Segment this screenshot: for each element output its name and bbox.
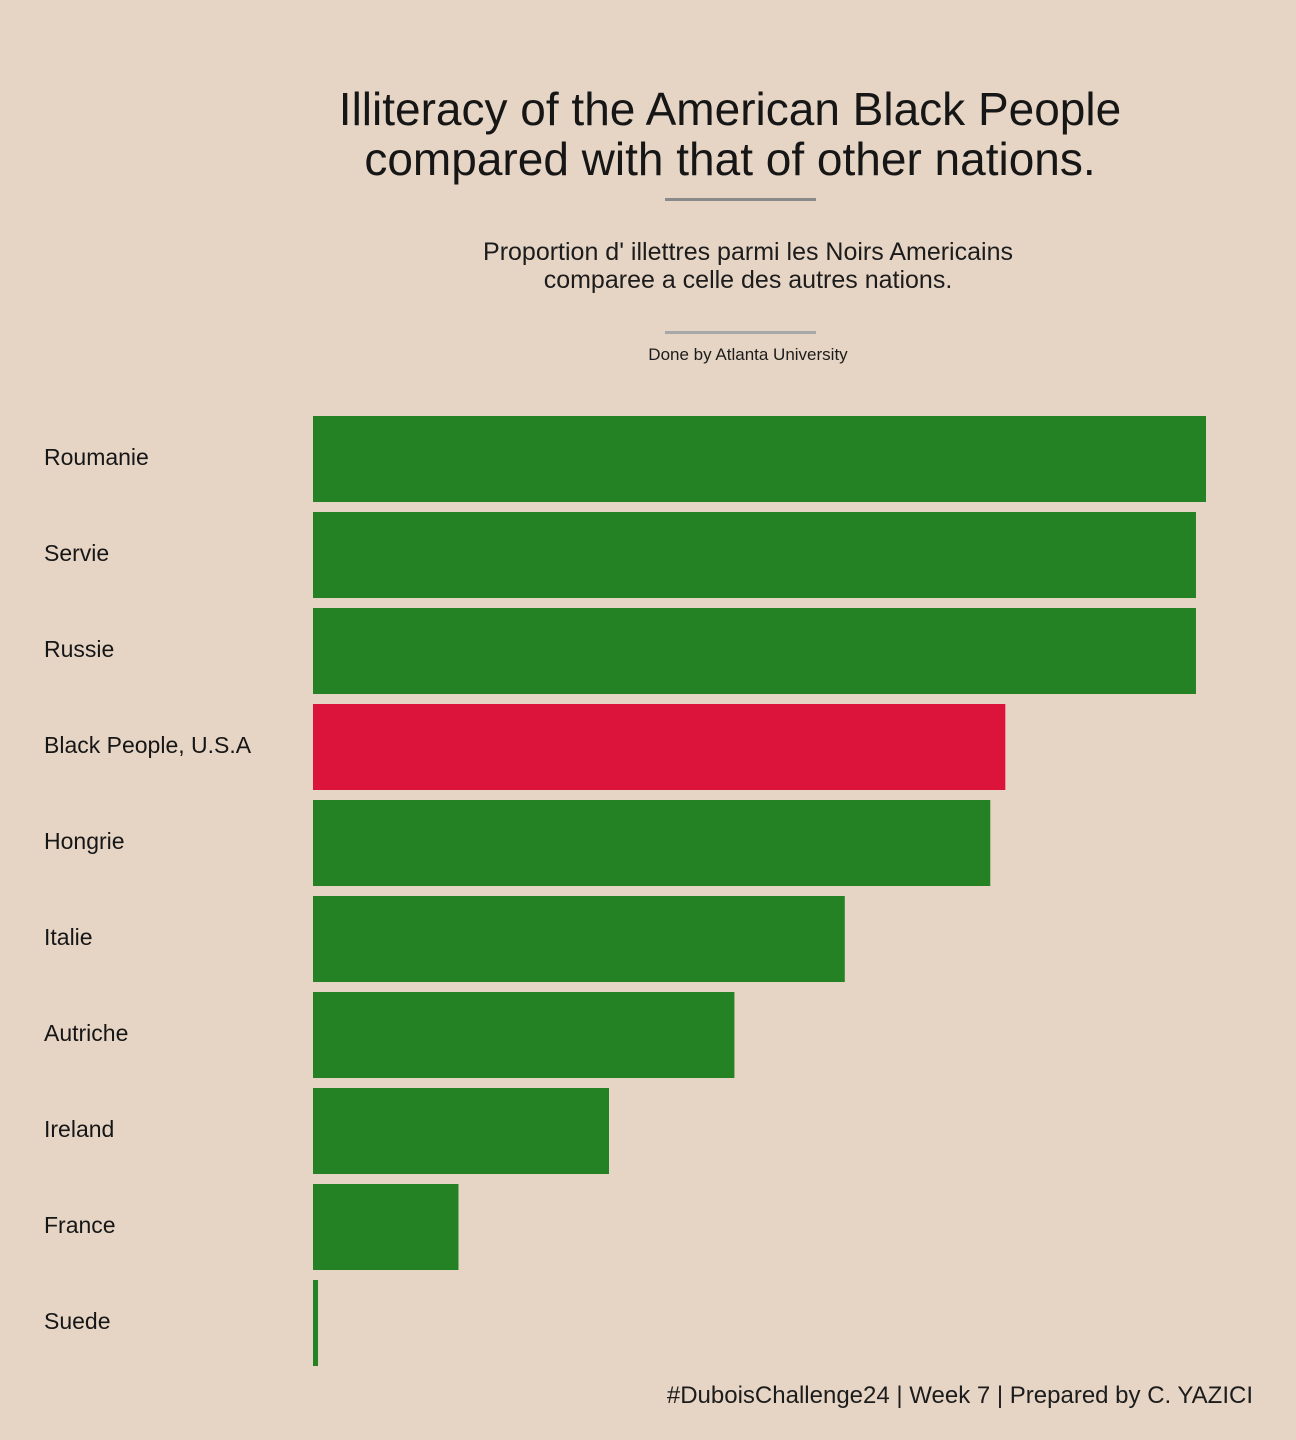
footer-caption: #DuboisChallenge24 | Week 7 | Prepared b… [666,1382,1253,1409]
chart-subtitle-line-2: comparee a celle des autres nations. [543,266,953,294]
category-label: Autriche [44,1020,128,1046]
bar-suede [313,1280,319,1366]
bar-hongrie [313,800,991,886]
bar-russie [313,608,1196,694]
category-label: France [44,1212,116,1238]
category-label: Hongrie [44,828,125,854]
bar-servie [313,512,1196,598]
title-divider [665,198,816,201]
category-label: Italie [44,924,93,950]
category-label: Black People, U.S.A [44,732,252,758]
bar-black-people-u-s-a [313,704,1006,790]
bar-autriche [313,992,735,1078]
category-labels-group: Roumanie Servie Russie Black People, U.S.A H… [44,444,252,1334]
bar-france [313,1184,459,1270]
bar-italie [313,896,845,982]
bar-roumanie [313,416,1206,502]
category-label: Roumanie [44,444,149,470]
bars-group [313,416,1206,1366]
category-label: Russie [44,636,114,662]
chart-credit: Done by Atlanta University [648,345,848,364]
category-label: Suede [44,1308,111,1334]
chart-title-line-2: compared with that of other nations. [364,133,1096,185]
chart-title: Illiteracy of the American Black People … [230,84,1230,184]
category-label: Ireland [44,1116,114,1142]
bar-ireland [313,1088,609,1174]
chart-title-line-1: Illiteracy of the American Black People [338,83,1122,135]
subtitle-divider [665,331,816,334]
category-label: Servie [44,540,109,566]
chart-subtitle-line-1: Proportion d' illettres parmi les Noirs … [483,238,1013,266]
chart-subtitle: Proportion d' illettres parmi les Noirs … [300,238,1196,294]
